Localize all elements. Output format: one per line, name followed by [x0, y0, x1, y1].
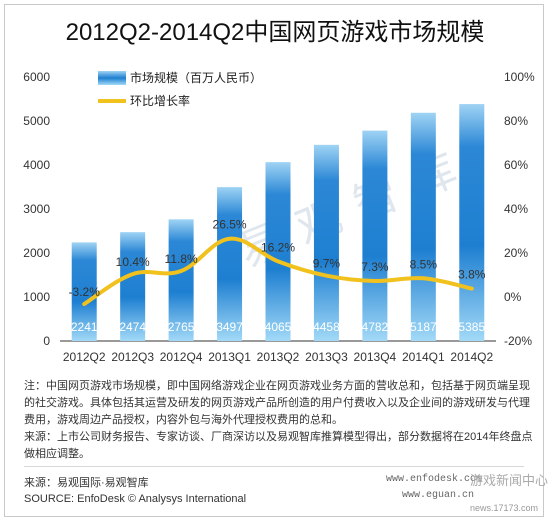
bar-data-label: 2241	[71, 320, 98, 334]
legend-bar-label: 市场规模（百万人民币）	[130, 70, 262, 85]
y-left-tick-label: 5000	[23, 114, 50, 128]
growth-data-label: -3.2%	[69, 285, 101, 299]
bar-data-label: 3497	[216, 320, 243, 334]
y-right-tick-label: 40%	[504, 202, 528, 216]
legend-bar-swatch	[98, 71, 126, 85]
labels-group: -3.2% 10.4% 11.8% 26.5% 16.2% 9.7% 7.3% 8.5% 3.8…	[69, 218, 486, 334]
legend: 市场规模（百万人民币） 环比增长率	[98, 70, 262, 108]
divider	[24, 466, 524, 467]
growth-line	[82, 236, 474, 307]
x-tick-label: 2012Q2	[63, 350, 106, 364]
source-en: SOURCE: EnfoDesk © Analysys Internationa…	[24, 493, 247, 505]
y-left-tick-label: 0	[43, 334, 50, 348]
y-left-tick-label: 1000	[23, 290, 50, 304]
bar	[71, 242, 97, 341]
bar-data-label: 4782	[362, 320, 389, 334]
footnote-line: 的社交游戏。具体包括其运营及研发的网页游戏产品所创造的用户付费收入以及企业间的游…	[24, 397, 530, 409]
bar	[168, 219, 194, 341]
y-left-tick-label: 3000	[23, 202, 50, 216]
bar	[362, 130, 388, 341]
growth-line-group	[82, 236, 474, 307]
x-tick-label: 2012Q4	[160, 350, 203, 364]
bars-group	[71, 104, 485, 341]
bar-data-label: 4065	[265, 320, 292, 334]
bar-data-label: 2765	[168, 320, 195, 334]
x-tick-label: 2014Q2	[450, 350, 493, 364]
bar-data-label: 4458	[313, 320, 340, 334]
growth-data-label: 3.8%	[458, 268, 486, 282]
bar-data-label: 5385	[458, 320, 485, 334]
growth-data-label: 9.7%	[313, 257, 341, 271]
chart-title: 2012Q2-2014Q2中国网页游戏市场规模	[65, 19, 485, 46]
y-right-tick-label: -20%	[504, 334, 532, 348]
bar	[265, 162, 291, 341]
growth-data-label: 26.5%	[213, 218, 247, 232]
bar-data-label: 2474	[119, 320, 146, 334]
y-right-tick-label: 60%	[504, 158, 528, 172]
x-tick-label: 2013Q2	[257, 350, 300, 364]
growth-data-label: 8.5%	[410, 257, 438, 271]
footnote-line: 做相应调整。	[24, 448, 90, 460]
y-right-tick-label: 80%	[504, 114, 528, 128]
y-left-tick-label: 2000	[23, 246, 50, 260]
x-tick-label: 2013Q1	[208, 350, 251, 364]
bar	[459, 104, 485, 341]
bar-data-label: 5187	[410, 320, 437, 334]
source-cn: 来源：易观国际·易观智库	[24, 477, 149, 489]
bar	[217, 187, 243, 341]
growth-data-label: 11.8%	[165, 252, 198, 266]
footnote-line: 来源：上市公司财务报告、专家访谈、厂商深访以及易观智库推算模型得出，部分数据将在…	[24, 431, 533, 443]
footnote: 注：中国网页游戏市场规模，即中国网络游戏企业在网页游戏业务方面的营收总和，包括基…	[24, 378, 533, 463]
y-right-tick-label: 0%	[504, 290, 522, 304]
legend-line-label: 环比增长率	[130, 93, 190, 108]
corner-url: news.17173.com	[470, 503, 539, 513]
growth-data-label: 7.3%	[361, 260, 389, 274]
footnote-line: 费用，游戏周边产品授权，内容外包与海外代理授权费用的总和。	[24, 414, 343, 426]
growth-data-label: 10.4%	[116, 255, 150, 269]
site-link-1[interactable]: www.enfodesk.com	[386, 474, 483, 485]
corner-logo: 游戏新闻中心	[470, 473, 549, 488]
bar	[120, 232, 146, 341]
x-tick-label: 2013Q3	[305, 350, 348, 364]
bar	[410, 112, 436, 341]
y-left-tick-label: 4000	[23, 158, 50, 172]
x-tick-label: 2012Q3	[111, 350, 154, 364]
y-right-tick-label: 100%	[504, 70, 535, 84]
footnote-line: 注：中国网页游戏市场规模，即中国网络游戏企业在网页游戏业务方面的营收总和，包括基…	[24, 380, 530, 392]
x-tick-label: 2014Q1	[402, 350, 445, 364]
y-right-tick-label: 20%	[504, 246, 528, 260]
site-link-2[interactable]: www.eguan.cn	[402, 490, 475, 501]
x-tick-label: 2013Q4	[354, 350, 397, 364]
y-left-tick-label: 6000	[23, 70, 50, 84]
growth-data-label: 16.2%	[261, 240, 295, 254]
bar	[313, 144, 339, 341]
